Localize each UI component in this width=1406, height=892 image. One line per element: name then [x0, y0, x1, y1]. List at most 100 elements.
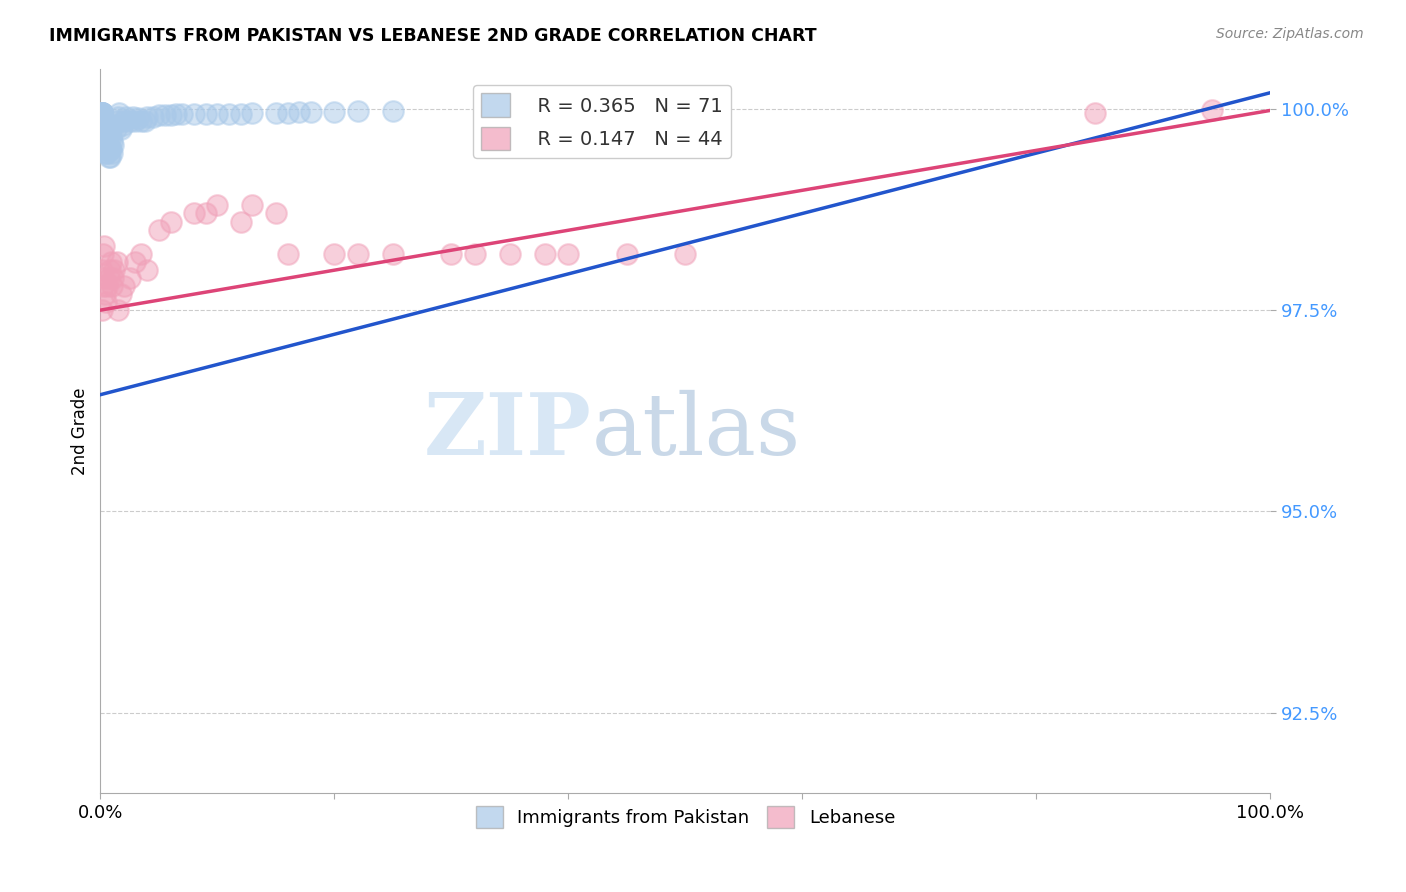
- Point: [616, 246, 638, 260]
- Point: [90, 105, 112, 120]
- Point: [93, 122, 115, 136]
- Point: [381, 104, 404, 119]
- Point: [118, 271, 141, 285]
- Point: [277, 105, 299, 120]
- Point: [277, 246, 299, 260]
- Point: [103, 263, 125, 277]
- Point: [97, 138, 120, 153]
- Point: [299, 105, 322, 120]
- Point: [346, 104, 368, 119]
- Point: [96, 134, 118, 148]
- Point: [100, 130, 122, 145]
- Point: [91, 110, 114, 124]
- Point: [124, 255, 146, 269]
- Point: [93, 271, 115, 285]
- Text: IMMIGRANTS FROM PAKISTAN VS LEBANESE 2ND GRADE CORRELATION CHART: IMMIGRANTS FROM PAKISTAN VS LEBANESE 2ND…: [49, 27, 817, 45]
- Point: [94, 138, 117, 153]
- Text: ZIP: ZIP: [425, 389, 592, 473]
- Point: [194, 107, 217, 121]
- Point: [264, 206, 287, 220]
- Point: [129, 246, 152, 260]
- Point: [96, 279, 118, 293]
- Point: [148, 222, 170, 236]
- Point: [183, 206, 205, 220]
- Point: [101, 146, 124, 161]
- Point: [91, 246, 114, 260]
- Point: [127, 112, 149, 126]
- Point: [159, 108, 181, 122]
- Point: [96, 295, 118, 310]
- Point: [94, 287, 117, 301]
- Point: [165, 107, 187, 121]
- Point: [194, 206, 217, 220]
- Point: [111, 118, 134, 132]
- Point: [105, 255, 128, 269]
- Point: [207, 198, 229, 212]
- Point: [136, 110, 159, 124]
- Point: [90, 105, 112, 120]
- Point: [93, 142, 115, 156]
- Point: [90, 105, 112, 120]
- Point: [98, 142, 121, 156]
- Point: [107, 110, 129, 124]
- Point: [207, 106, 229, 120]
- Point: [112, 279, 135, 293]
- Point: [110, 287, 132, 301]
- Point: [229, 214, 252, 228]
- Point: [108, 105, 131, 120]
- Text: Source: ZipAtlas.com: Source: ZipAtlas.com: [1216, 27, 1364, 41]
- Point: [153, 108, 176, 122]
- Point: [90, 110, 112, 124]
- Point: [90, 118, 112, 132]
- Point: [115, 110, 138, 124]
- Point: [242, 105, 264, 120]
- Point: [136, 263, 159, 277]
- Point: [96, 146, 118, 161]
- Point: [94, 130, 117, 145]
- Point: [98, 263, 121, 277]
- Point: [90, 303, 112, 318]
- Point: [1201, 103, 1223, 118]
- Point: [103, 118, 125, 132]
- Text: atlas: atlas: [592, 389, 801, 473]
- Point: [90, 114, 112, 128]
- Point: [90, 105, 112, 120]
- Legend: Immigrants from Pakistan, Lebanese: Immigrants from Pakistan, Lebanese: [468, 798, 903, 835]
- Point: [96, 134, 118, 148]
- Point: [381, 246, 404, 260]
- Point: [122, 110, 145, 124]
- Point: [129, 114, 152, 128]
- Point: [97, 271, 120, 285]
- Point: [229, 106, 252, 120]
- Point: [101, 279, 124, 293]
- Point: [124, 114, 146, 128]
- Point: [105, 114, 128, 128]
- Point: [96, 126, 118, 140]
- Point: [98, 150, 121, 164]
- Point: [440, 246, 463, 260]
- Point: [90, 105, 112, 120]
- Point: [218, 106, 240, 120]
- Point: [134, 114, 156, 128]
- Point: [93, 134, 115, 148]
- Point: [91, 279, 114, 293]
- Y-axis label: 2nd Grade: 2nd Grade: [72, 387, 89, 475]
- Point: [110, 122, 132, 136]
- Point: [107, 303, 129, 318]
- Point: [142, 110, 165, 124]
- Point: [103, 138, 125, 153]
- Point: [91, 114, 114, 128]
- Point: [101, 134, 124, 148]
- Point: [91, 134, 114, 148]
- Point: [499, 246, 522, 260]
- Point: [264, 105, 287, 120]
- Point: [94, 118, 117, 132]
- Point: [97, 150, 120, 164]
- Point: [148, 108, 170, 122]
- Point: [93, 238, 115, 252]
- Point: [346, 246, 368, 260]
- Point: [90, 263, 112, 277]
- Point: [90, 105, 112, 120]
- Point: [323, 246, 346, 260]
- Point: [90, 105, 112, 120]
